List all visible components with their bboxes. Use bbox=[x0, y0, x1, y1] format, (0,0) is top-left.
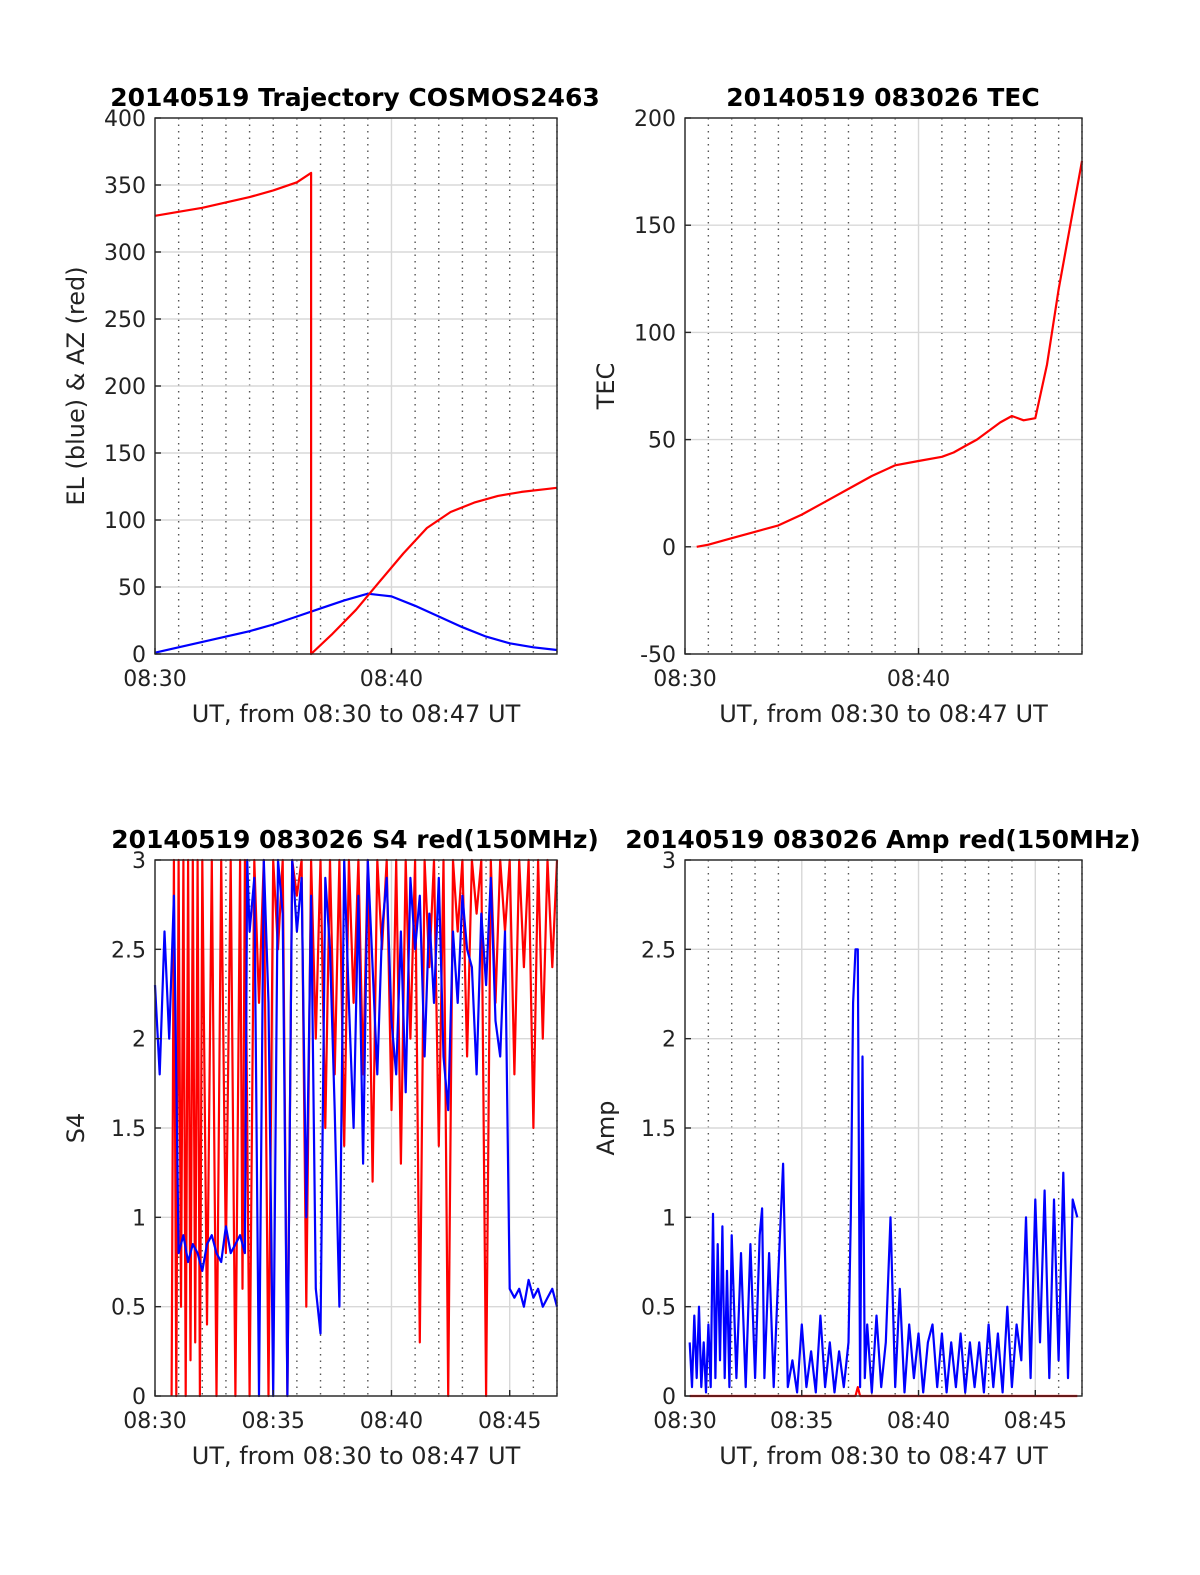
y-tick-label: 250 bbox=[104, 308, 146, 333]
y-tick-label: 400 bbox=[104, 107, 146, 132]
series-line-0 bbox=[696, 160, 1084, 548]
chart-title: 20140519 083026 S4 red(150MHz) bbox=[111, 825, 599, 854]
y-tick-label: 0 bbox=[132, 1385, 146, 1410]
x-axis-label: UT, from 08:30 to 08:47 UT bbox=[719, 700, 1048, 728]
y-tick-label: 3 bbox=[132, 849, 146, 874]
series-line-1 bbox=[153, 858, 559, 1398]
y-tick-label: 150 bbox=[104, 442, 146, 467]
y-tick-label: 200 bbox=[104, 375, 146, 400]
y-tick-label: 50 bbox=[118, 576, 146, 601]
series-line-1 bbox=[688, 948, 1079, 1394]
x-tick-label: 08:40 bbox=[887, 1409, 950, 1434]
x-tick-label: 08:45 bbox=[1004, 1409, 1067, 1434]
x-tick-label: 08:35 bbox=[770, 1409, 833, 1434]
y-tick-label: 2 bbox=[662, 1028, 676, 1053]
y-tick-label: 1 bbox=[132, 1206, 146, 1231]
x-tick-label: 08:30 bbox=[653, 667, 716, 692]
x-tick-label: 08:30 bbox=[123, 667, 186, 692]
y-tick-label: 2.5 bbox=[641, 938, 676, 963]
x-axis-label: UT, from 08:30 to 08:47 UT bbox=[192, 700, 521, 728]
x-tick-label: 08:40 bbox=[360, 1409, 423, 1434]
y-tick-label: -50 bbox=[640, 643, 676, 668]
axes-frame bbox=[684, 117, 1083, 655]
amp-panel: 08:30 08:35 08:40 08:45 0 0.5 1 1.5 2 2.5 32014051… bbox=[592, 825, 1141, 1470]
y-tick-label: 1 bbox=[662, 1206, 676, 1231]
series-line-0 bbox=[170, 858, 559, 1398]
chart-title: 20140519 083026 TEC bbox=[726, 83, 1039, 112]
y-tick-label: 2.5 bbox=[111, 938, 146, 963]
s4-panel: 08:30 08:35 08:40 08:45 0 0.5 1 1.5 2 2.5 32014051… bbox=[62, 825, 599, 1470]
y-tick-label: 300 bbox=[104, 241, 146, 266]
y-tick-label: 150 bbox=[634, 214, 676, 239]
y-tick-label: 0 bbox=[662, 1385, 676, 1410]
y-axis-label: Amp bbox=[592, 1100, 620, 1155]
y-tick-label: 2 bbox=[132, 1028, 146, 1053]
chart-title: 20140519 Trajectory COSMOS2463 bbox=[110, 83, 600, 112]
y-tick-label: 0 bbox=[662, 536, 676, 561]
x-tick-label: 08:45 bbox=[478, 1409, 541, 1434]
series-line-1 bbox=[154, 171, 558, 656]
tec-panel: 08:30 08:40 -50 0 50 100 150 200 20140519 083026… bbox=[592, 83, 1084, 728]
x-tick-label: 08:35 bbox=[242, 1409, 305, 1434]
plot-area bbox=[685, 118, 1082, 654]
y-tick-label: 1.5 bbox=[111, 1117, 146, 1142]
y-tick-label: 1.5 bbox=[641, 1117, 676, 1142]
y-tick-label: 0.5 bbox=[111, 1296, 146, 1321]
y-tick-label: 0 bbox=[132, 643, 146, 668]
trajectory-panel: 08:30 08:40 0 50 100 150 200 250 300 350 400201405… bbox=[62, 83, 600, 728]
chart-title: 20140519 083026 Amp red(150MHz) bbox=[625, 825, 1141, 854]
y-tick-label: 3 bbox=[662, 849, 676, 874]
y-tick-label: 50 bbox=[648, 429, 676, 454]
x-tick-label: 08:30 bbox=[123, 1409, 186, 1434]
x-tick-label: 08:30 bbox=[653, 1409, 716, 1434]
y-axis-label: EL (blue) & AZ (red) bbox=[62, 266, 90, 505]
y-tick-label: 350 bbox=[104, 174, 146, 199]
y-axis-label: TEC bbox=[592, 363, 620, 411]
y-tick-label: 100 bbox=[104, 509, 146, 534]
x-axis-label: UT, from 08:30 to 08:47 UT bbox=[719, 1442, 1048, 1470]
y-tick-label: 100 bbox=[634, 321, 676, 346]
series-line-0 bbox=[154, 592, 558, 654]
x-tick-label: 08:40 bbox=[360, 667, 423, 692]
y-axis-label: S4 bbox=[62, 1113, 90, 1144]
y-tick-label: 0.5 bbox=[641, 1296, 676, 1321]
x-axis-label: UT, from 08:30 to 08:47 UT bbox=[192, 1442, 521, 1470]
y-tick-label: 200 bbox=[634, 107, 676, 132]
x-tick-label: 08:40 bbox=[887, 667, 950, 692]
